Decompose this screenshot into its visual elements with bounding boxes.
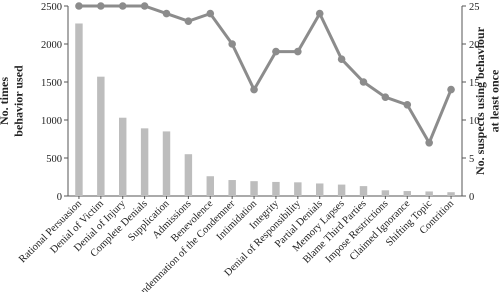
line-point xyxy=(184,17,193,26)
bar xyxy=(381,190,390,196)
line-point xyxy=(294,47,302,56)
bar xyxy=(425,191,433,196)
line-point xyxy=(359,78,368,86)
bar xyxy=(140,128,149,196)
bar xyxy=(184,154,193,196)
bar xyxy=(337,184,346,196)
line-point xyxy=(315,9,324,18)
bar xyxy=(75,23,83,197)
y-tick-label: 1500 xyxy=(41,78,62,89)
line-point xyxy=(337,55,346,63)
bar xyxy=(403,191,411,196)
y2-tick-label: 25 xyxy=(469,2,480,13)
line-point xyxy=(140,2,149,10)
bar xyxy=(228,180,236,196)
line-point xyxy=(403,101,412,109)
y2-tick-label: 15 xyxy=(469,78,480,89)
bar xyxy=(250,181,258,196)
y-tick-label: 0 xyxy=(57,192,62,203)
bar xyxy=(359,186,368,196)
line-point xyxy=(272,47,280,56)
line-point xyxy=(75,2,83,10)
line-point xyxy=(162,9,171,18)
line-point xyxy=(97,2,105,10)
line-point xyxy=(447,85,455,94)
y2-tick-label: 5 xyxy=(469,154,474,165)
y-axis-title: No. timesbehavior used xyxy=(0,65,25,137)
y2-axis-title: No. suspects using behaviourat least onc… xyxy=(473,26,500,175)
line-point xyxy=(381,93,390,101)
bar xyxy=(119,117,127,196)
line-point xyxy=(228,40,236,48)
bar xyxy=(316,183,324,196)
y2-tick-label: 20 xyxy=(469,40,480,51)
line-point xyxy=(118,2,127,10)
bar xyxy=(162,131,171,196)
bar xyxy=(206,176,214,196)
y-tick-label: 2500 xyxy=(41,2,62,13)
y2-tick-label: 10 xyxy=(469,116,480,127)
bar xyxy=(272,181,280,196)
y-tick-label: 1000 xyxy=(41,116,62,127)
bar xyxy=(97,76,105,196)
line-point xyxy=(206,9,215,18)
line xyxy=(78,4,453,147)
bar xyxy=(447,192,455,196)
y2-tick-label: 0 xyxy=(469,192,474,203)
line-point xyxy=(425,139,433,147)
y-tick-label: 500 xyxy=(46,154,62,165)
line-point xyxy=(250,85,258,94)
bar xyxy=(294,182,302,196)
y-tick-label: 2000 xyxy=(41,40,62,51)
